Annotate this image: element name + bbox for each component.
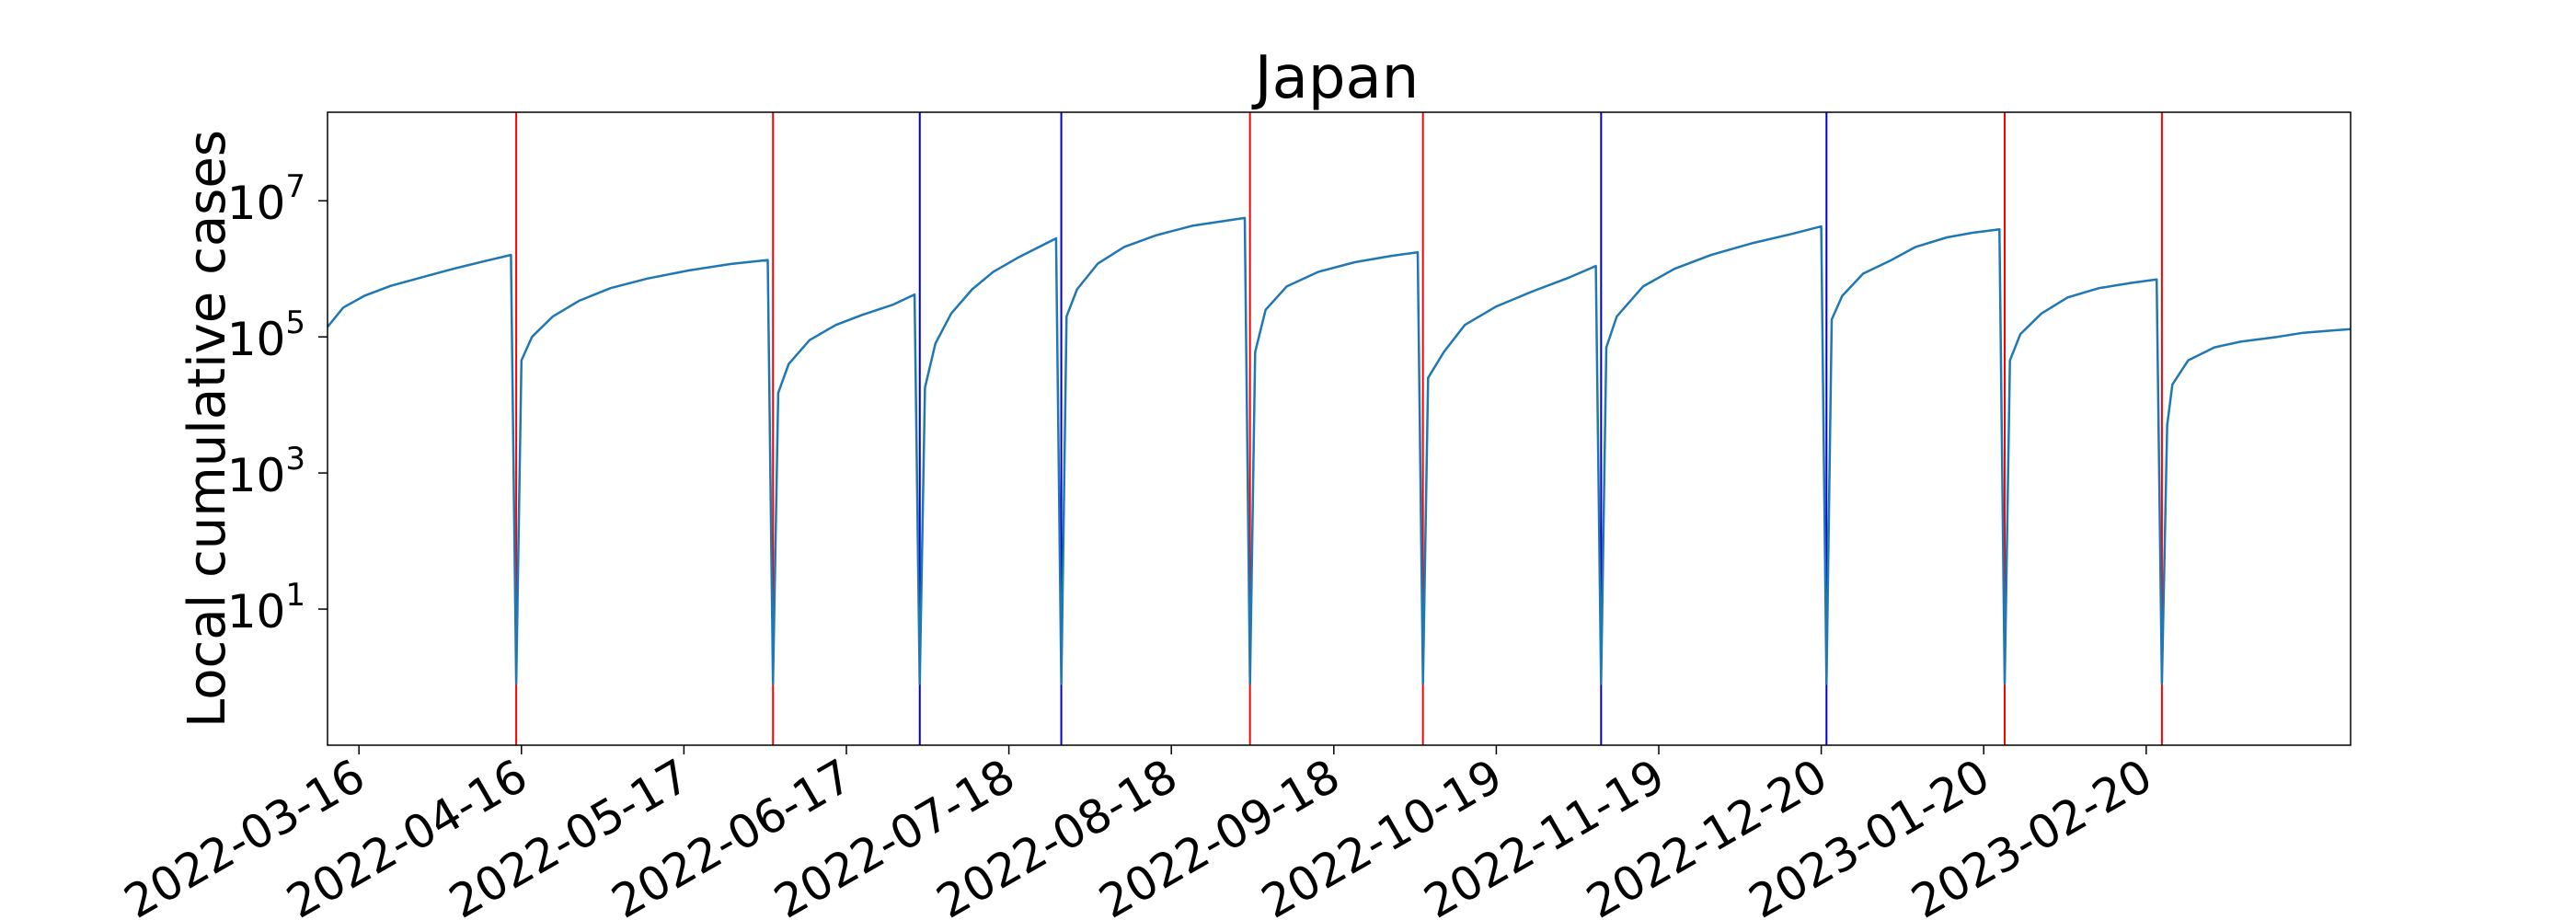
chart-title: Japan: [1251, 44, 1420, 112]
y-tick-label-3: 107: [227, 168, 305, 230]
series-layer: [327, 216, 2352, 685]
y-axis-ticks: 101 103 105 107: [227, 168, 328, 638]
vertical-marker-lines: [515, 112, 2163, 745]
x-axis-ticks: 2022-03-162022-04-162022-05-172022-06-17…: [116, 745, 2161, 920]
y-tick-label-1: 103: [227, 441, 305, 502]
series-line-0: [327, 216, 2352, 685]
plot-area-frame: [327, 111, 2352, 746]
y-tick-label-0: 101: [227, 577, 305, 638]
y-axis-label: Local cumulative cases: [178, 130, 237, 728]
y-tick-label-2: 105: [227, 305, 305, 366]
